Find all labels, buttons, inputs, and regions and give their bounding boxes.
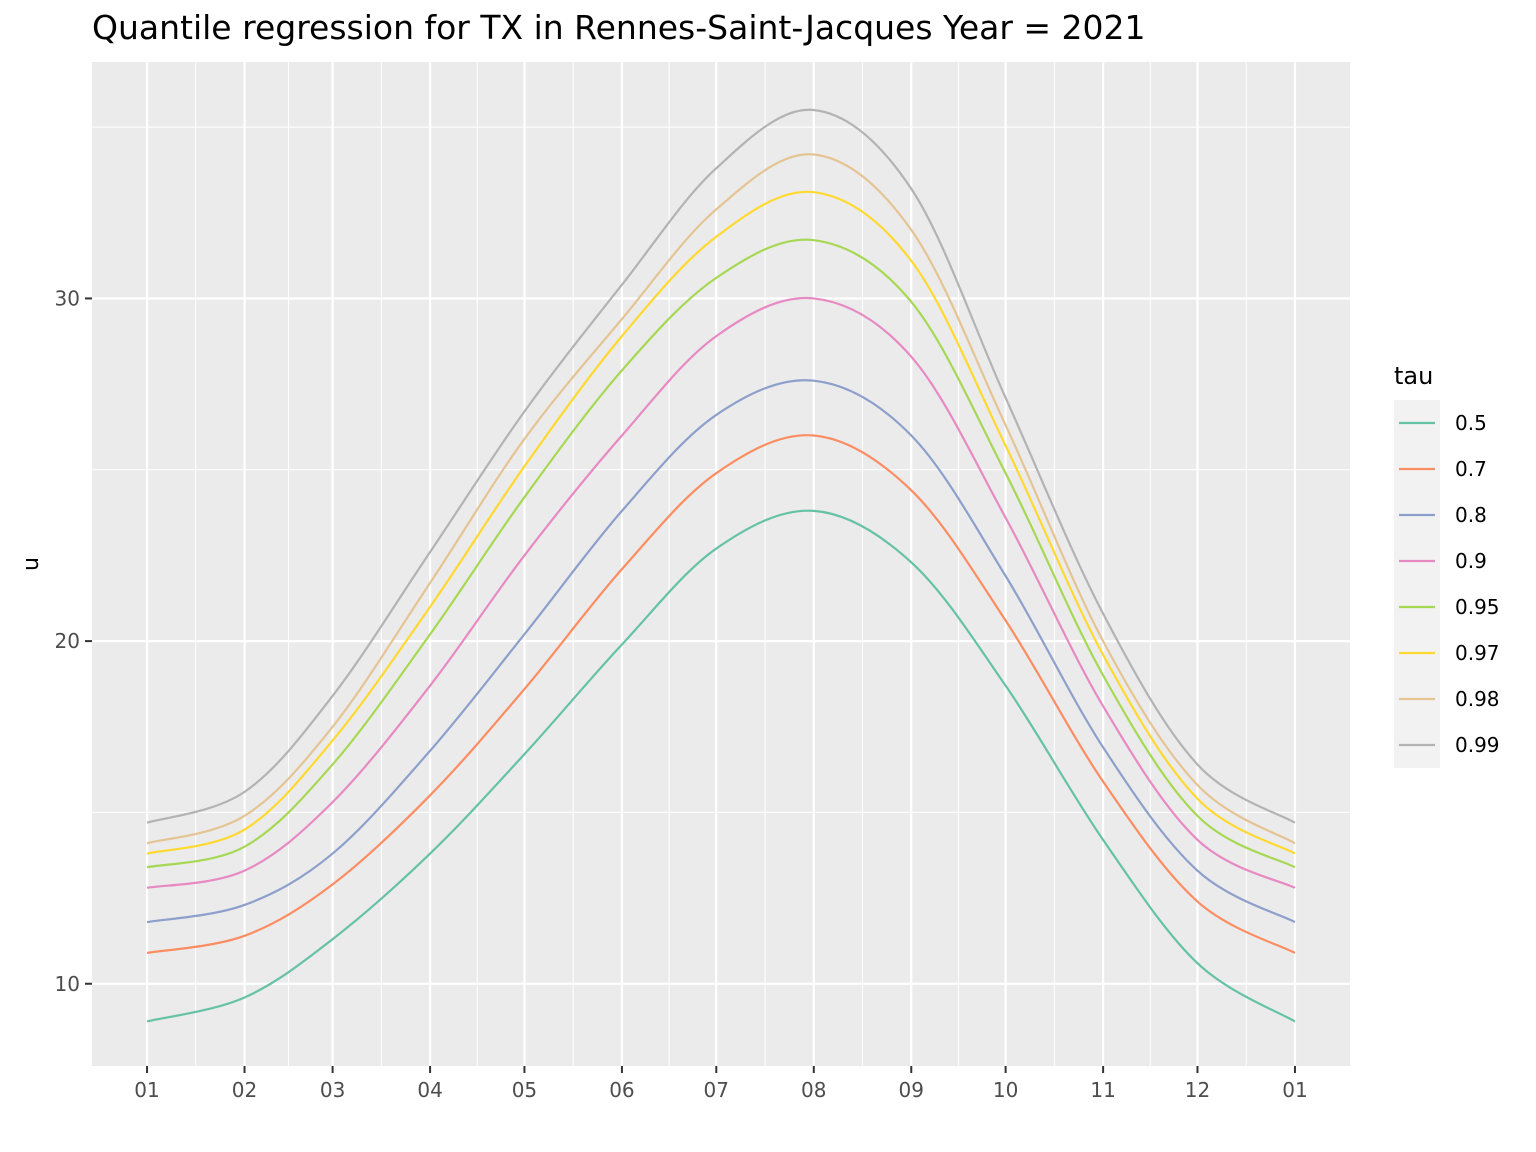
series-line-0.7: [146, 434, 1296, 955]
series-line-0.95: [146, 238, 1296, 869]
x-tick-label: 01: [134, 1078, 159, 1102]
series-line-0.8: [146, 379, 1296, 924]
y-tick-label: 30: [55, 286, 80, 310]
series-line-0.98: [146, 153, 1296, 845]
x-tick-label: 10: [993, 1078, 1018, 1102]
x-tick-label: 04: [417, 1078, 442, 1102]
legend-label-0.9: 0.9: [1455, 549, 1487, 573]
series-line-0.5: [146, 509, 1296, 1023]
x-tick-label: 09: [899, 1078, 924, 1102]
y-tick-label: 20: [55, 629, 80, 653]
legend-label-0.8: 0.8: [1455, 503, 1487, 527]
legend-label-0.95: 0.95: [1455, 595, 1500, 619]
x-tick-label: 12: [1185, 1078, 1210, 1102]
y-tick-label: 10: [55, 972, 80, 996]
x-tick-label: 01: [1282, 1078, 1307, 1102]
x-tick-label: 07: [704, 1078, 729, 1102]
x-tick-label: 06: [609, 1078, 634, 1102]
series-line-0.99: [146, 108, 1296, 824]
series-line-0.9: [146, 296, 1296, 889]
legend-label-0.7: 0.7: [1455, 457, 1487, 481]
x-tick-label: 03: [320, 1078, 345, 1102]
chart-title: Quantile regression for TX in Rennes-Sai…: [92, 8, 1146, 47]
x-tick-label: 05: [512, 1078, 537, 1102]
legend-label-0.99: 0.99: [1455, 733, 1500, 757]
x-tick-label: 11: [1090, 1078, 1115, 1102]
x-tick-label: 08: [801, 1078, 826, 1102]
series-line-0.97: [146, 190, 1296, 855]
plot-panel: [92, 62, 1350, 1066]
legend-title: tau: [1394, 362, 1433, 390]
legend-label-0.98: 0.98: [1455, 687, 1500, 711]
legend-label-0.97: 0.97: [1455, 641, 1500, 665]
y-axis-title: u: [19, 557, 44, 571]
legend-label-0.5: 0.5: [1455, 411, 1487, 435]
x-tick-label: 02: [232, 1078, 257, 1102]
